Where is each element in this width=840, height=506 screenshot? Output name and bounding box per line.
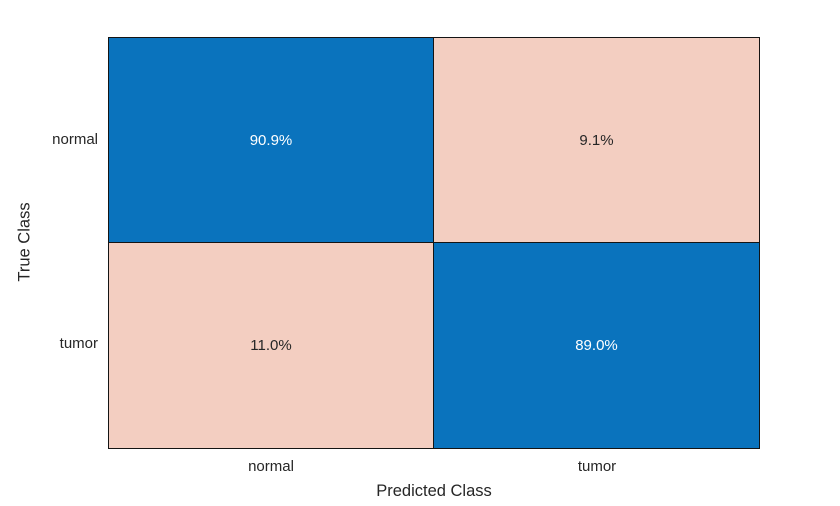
y-tick-normal: normal [52,131,98,148]
x-tick-tumor: tumor [577,458,617,475]
confusion-matrix-grid: 90.9% 9.1% 11.0% 89.0% [108,37,760,449]
x-tick-normal: normal [248,458,294,475]
x-axis-label: Predicted Class [376,482,492,500]
matrix-cell-true-tumor-pred-tumor: 89.0% [434,243,759,448]
matrix-cell-true-tumor-pred-normal: 11.0% [109,243,434,448]
y-tick-tumor: tumor [59,335,98,352]
matrix-cell-true-normal-pred-tumor: 9.1% [434,38,759,243]
matrix-cell-true-normal-pred-normal: 90.9% [109,38,434,243]
y-axis-label: True Class [15,202,34,282]
